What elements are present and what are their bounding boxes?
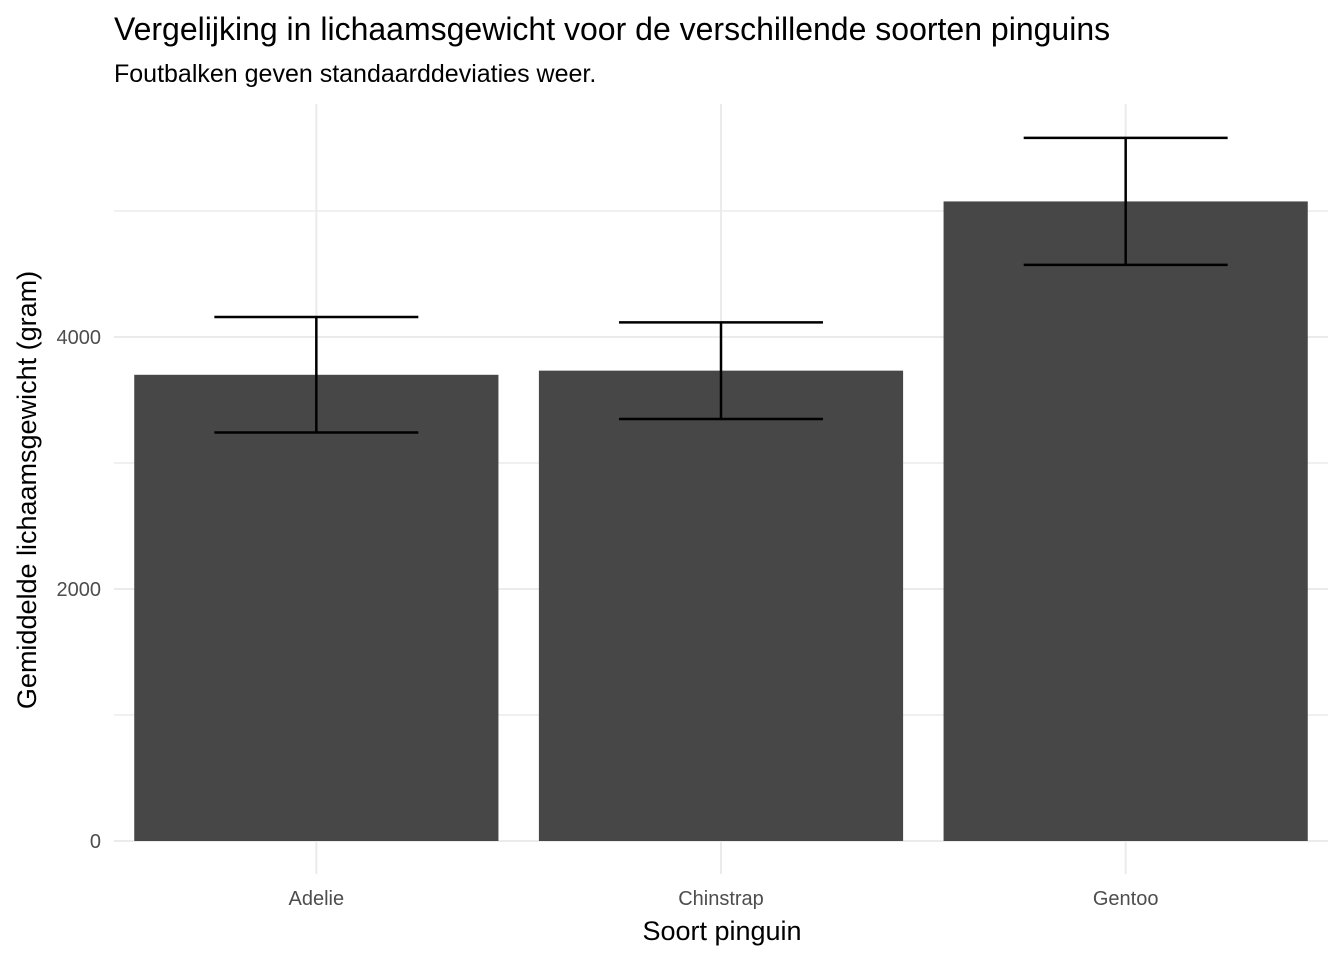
bars [134,201,1308,841]
y-tick-label: 0 [90,831,101,853]
x-tick-label: Adelie [289,888,345,910]
bar-chinstrap [538,370,904,841]
x-axis-title: Soort pinguin [642,916,801,946]
chart-subtitle: Foutbalken geven standaarddeviaties weer… [114,60,596,88]
error-bar-gentoo [1023,136,1228,267]
error-bar-chinstrap [619,321,823,421]
x-tick-labels: Adelie Chinstrap Gentoo [289,888,1159,910]
y-tick-labels: 0 2000 4000 [57,327,102,853]
error-bars [214,136,1228,434]
y-axis-title: Gemiddelde lichaamsgewicht (gram) [12,271,42,709]
y-tick-label: 2000 [57,579,102,601]
chart-title: Vergelijking in lichaamsgewicht voor de … [114,11,1110,47]
x-tick-label: Gentoo [1093,888,1159,910]
x-tick-label: Chinstrap [678,888,764,910]
y-tick-label: 4000 [57,327,102,349]
bar-gentoo [943,201,1308,841]
bar-adelie [134,374,499,841]
error-bar-adelie [214,315,419,434]
